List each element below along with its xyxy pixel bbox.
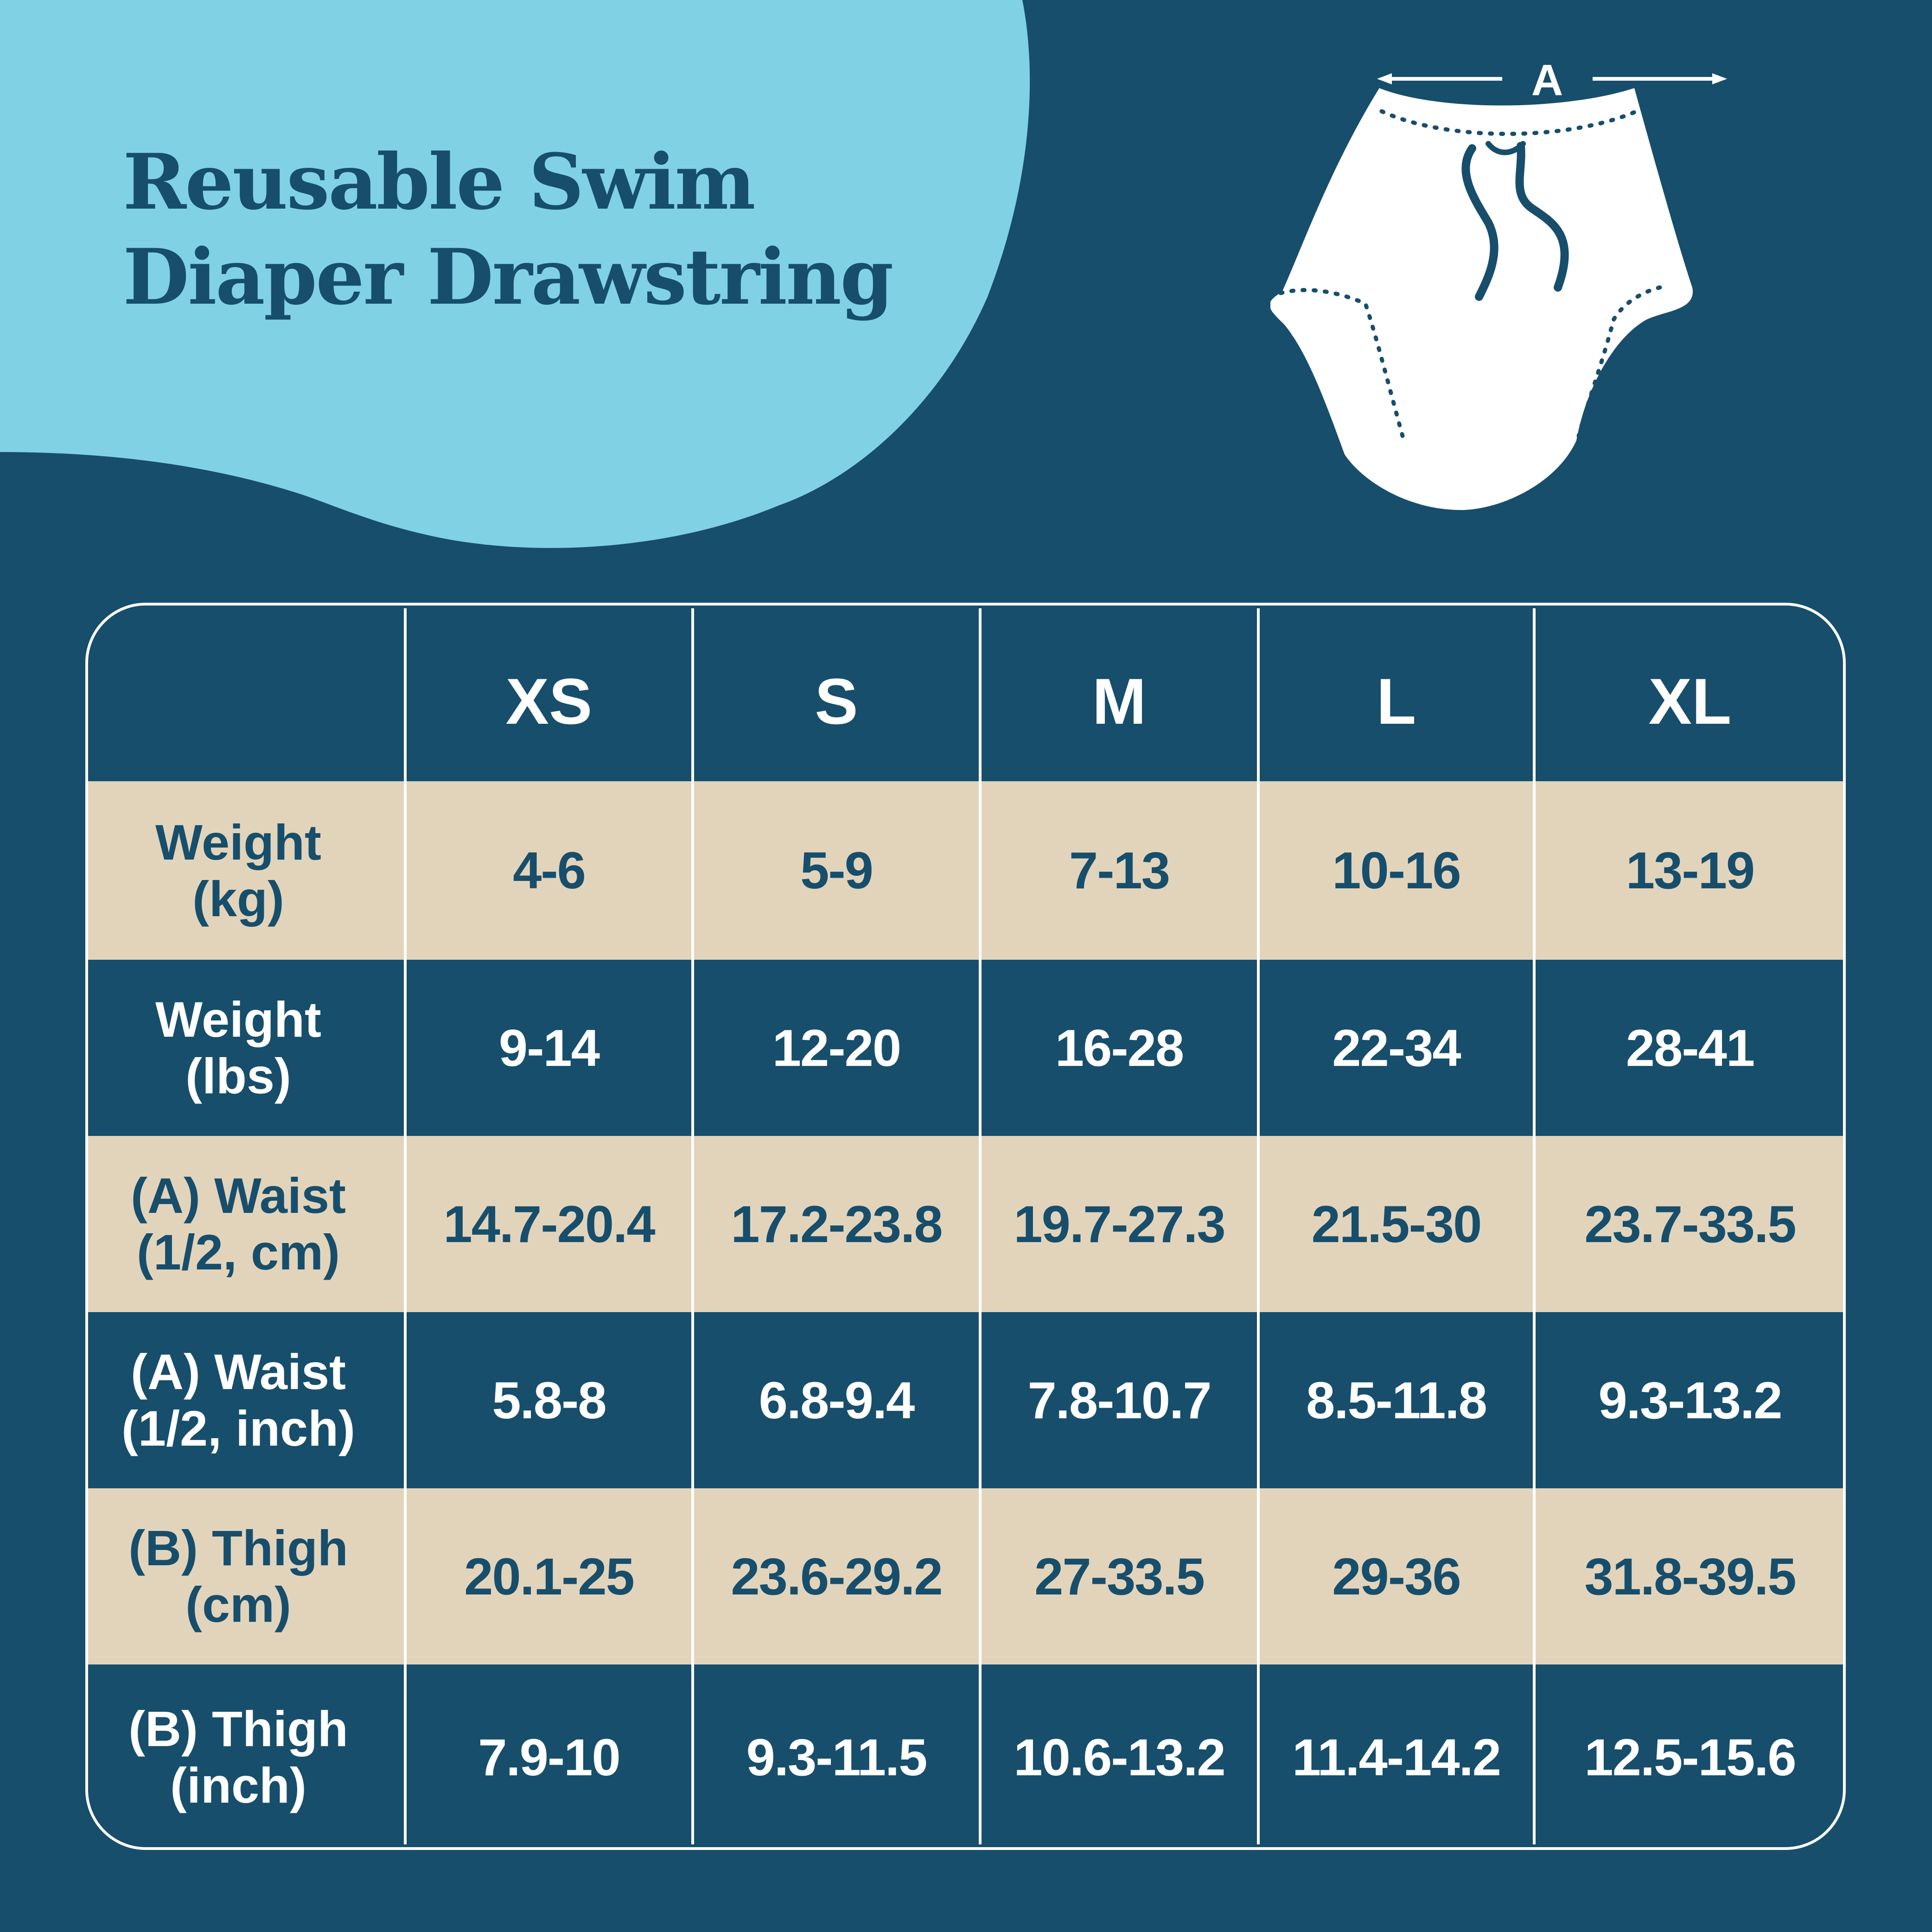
table-cell: 17.2-23.8 [731,1195,943,1253]
table-cell: 5.8-8 [492,1371,606,1429]
column-divider [1533,608,1536,1844]
diaper-shape [1270,88,1693,510]
row-label-line: (1/2, inch) [121,1400,356,1456]
table-cell: 20.1-25 [464,1547,635,1606]
column-header: M [1092,664,1147,738]
column-divider [404,608,407,1844]
table-cell: 13-19 [1626,842,1755,899]
table-cell: 7.9-10 [478,1728,621,1786]
row-label-line: (B) Thigh [128,1520,348,1576]
row-label-line: (cm) [185,1576,292,1632]
size-chart-table: XS S M L XL Weight (kg) 4-6 5-9 7-13 10-16 13-19 Wei… [85,603,1846,1850]
table-row [88,1136,1843,1312]
table-cell: 27-33.5 [1034,1547,1205,1606]
column-header: S [815,664,858,738]
table-cell: 22-34 [1332,1019,1461,1077]
row-label-line: (lbs) [185,1048,291,1104]
table-cell: 16-28 [1055,1019,1184,1077]
row-label-line: (kg) [192,870,284,927]
table-cell: 11.4-14.2 [1292,1728,1501,1786]
table-cell: 10-16 [1332,842,1461,899]
title-line-1: Reusable Swim [123,137,756,227]
table-row [88,1488,1843,1664]
table-cell: 23.6-29.2 [731,1547,943,1606]
table-cell: 6.8-9.4 [759,1371,915,1429]
row-label: (B) Thigh (cm) [95,1488,382,1664]
row-label: Weight (lbs) [95,960,382,1136]
column-divider [691,608,694,1844]
table-cell: 19.7-27.3 [1014,1195,1225,1253]
row-label-line: (1/2, cm) [136,1224,340,1280]
row-label-line: (B) Thigh [128,1701,348,1757]
column-header: L [1376,664,1416,738]
table-cell: 5-9 [800,842,874,899]
table-cell: 12.5-15.6 [1584,1728,1796,1786]
row-label: Weight (kg) [95,781,382,960]
row-label: (A) Waist (1/2, inch) [95,1312,382,1488]
page-title: Reusable Swim Diaper Drawstring [123,134,893,325]
row-label-line: (A) Waist [131,1344,346,1400]
row-label-line: Weight [155,814,321,870]
row-label: (B) Thigh (inch) [95,1664,382,1850]
table-cell: 21.5-30 [1311,1195,1482,1253]
row-label-line: Weight [155,991,321,1047]
row-label-line: (inch) [170,1757,306,1813]
title-line-2: Diaper Drawstring [123,232,893,322]
row-label: (A) Waist (1/2, cm) [95,1136,382,1312]
table-cell: 14.7-20.4 [443,1195,655,1253]
table-cell: 7.8-10.7 [1027,1371,1212,1429]
column-header: XS [505,664,593,738]
measurement-arrow-a: A [1377,56,1727,105]
decorative-wave-shape [0,0,1030,548]
table-cell: 10.6-13.2 [1014,1728,1225,1786]
table-cell: 31.8-39.5 [1584,1547,1796,1606]
table-cell: 4-6 [513,842,586,899]
table-cell: 28-41 [1626,1019,1755,1077]
column-divider [979,608,982,1844]
table-cell: 9.3-11.5 [746,1728,928,1786]
table-cell: 23.7-33.5 [1584,1195,1796,1253]
table-cell: 29-36 [1332,1547,1461,1606]
column-header: XL [1648,664,1732,738]
table-row [88,781,1843,960]
swim-diaper-illustration: A B [1270,56,1727,510]
row-label-line: (A) Waist [131,1167,346,1224]
table-cell: 12-20 [772,1019,901,1077]
table-cell: 9.3-13.2 [1598,1371,1783,1429]
table-cell: 8.5-11.8 [1306,1371,1487,1429]
column-divider [1257,608,1260,1844]
measurement-label-a: A [1531,56,1563,105]
table-cell: 7-13 [1069,842,1170,899]
table-cell: 9-14 [498,1019,600,1077]
